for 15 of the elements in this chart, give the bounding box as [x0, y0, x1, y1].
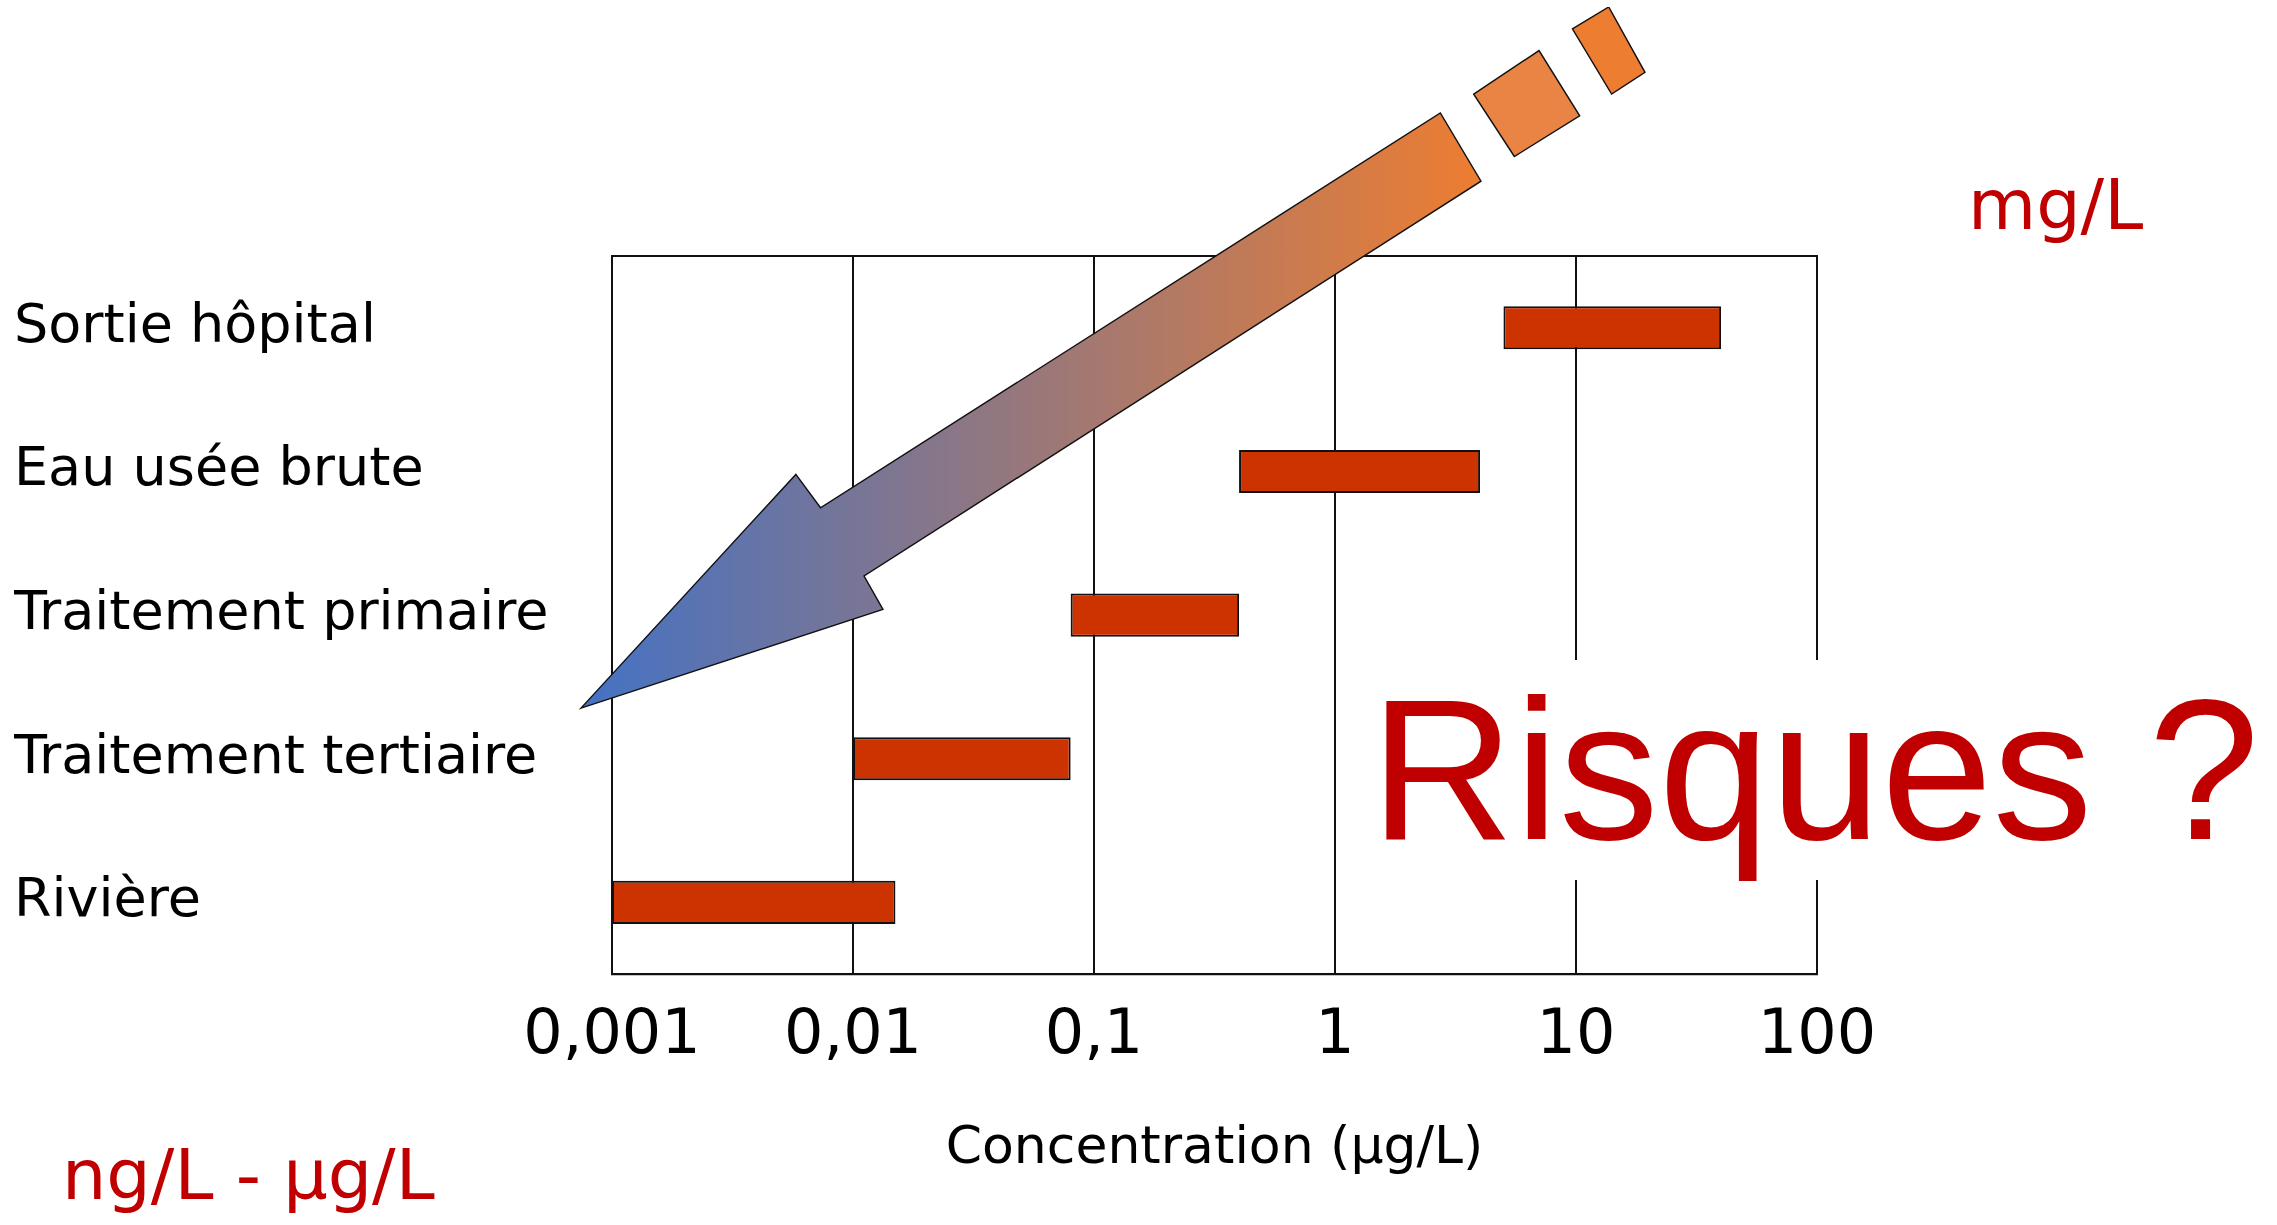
y-tick-label: Eau usée brute: [14, 435, 424, 499]
y-tick-label: Traitement primaire: [13, 579, 549, 643]
text: mg/L: [1968, 164, 2144, 246]
y-tick-label: Traitement tertiaire: [13, 722, 538, 786]
y-tick-label: Sortie hôpital: [14, 291, 376, 355]
x-tick-label: 100: [1757, 994, 1877, 1068]
x-tick-label: 0,001: [523, 994, 701, 1068]
x-tick-label: 1: [1315, 994, 1355, 1068]
x-tick-label: 0,1: [1044, 994, 1144, 1068]
text: ng/L - µg/L: [62, 1134, 435, 1216]
x-tick-label: 10: [1536, 994, 1616, 1068]
annotation: Risques ?: [1370, 658, 2260, 881]
x-tick-label: 0,01: [783, 994, 923, 1068]
x-axis-title: Concentration (µg/L): [945, 1115, 1484, 1176]
y-tick-label: Rivière: [14, 866, 201, 930]
